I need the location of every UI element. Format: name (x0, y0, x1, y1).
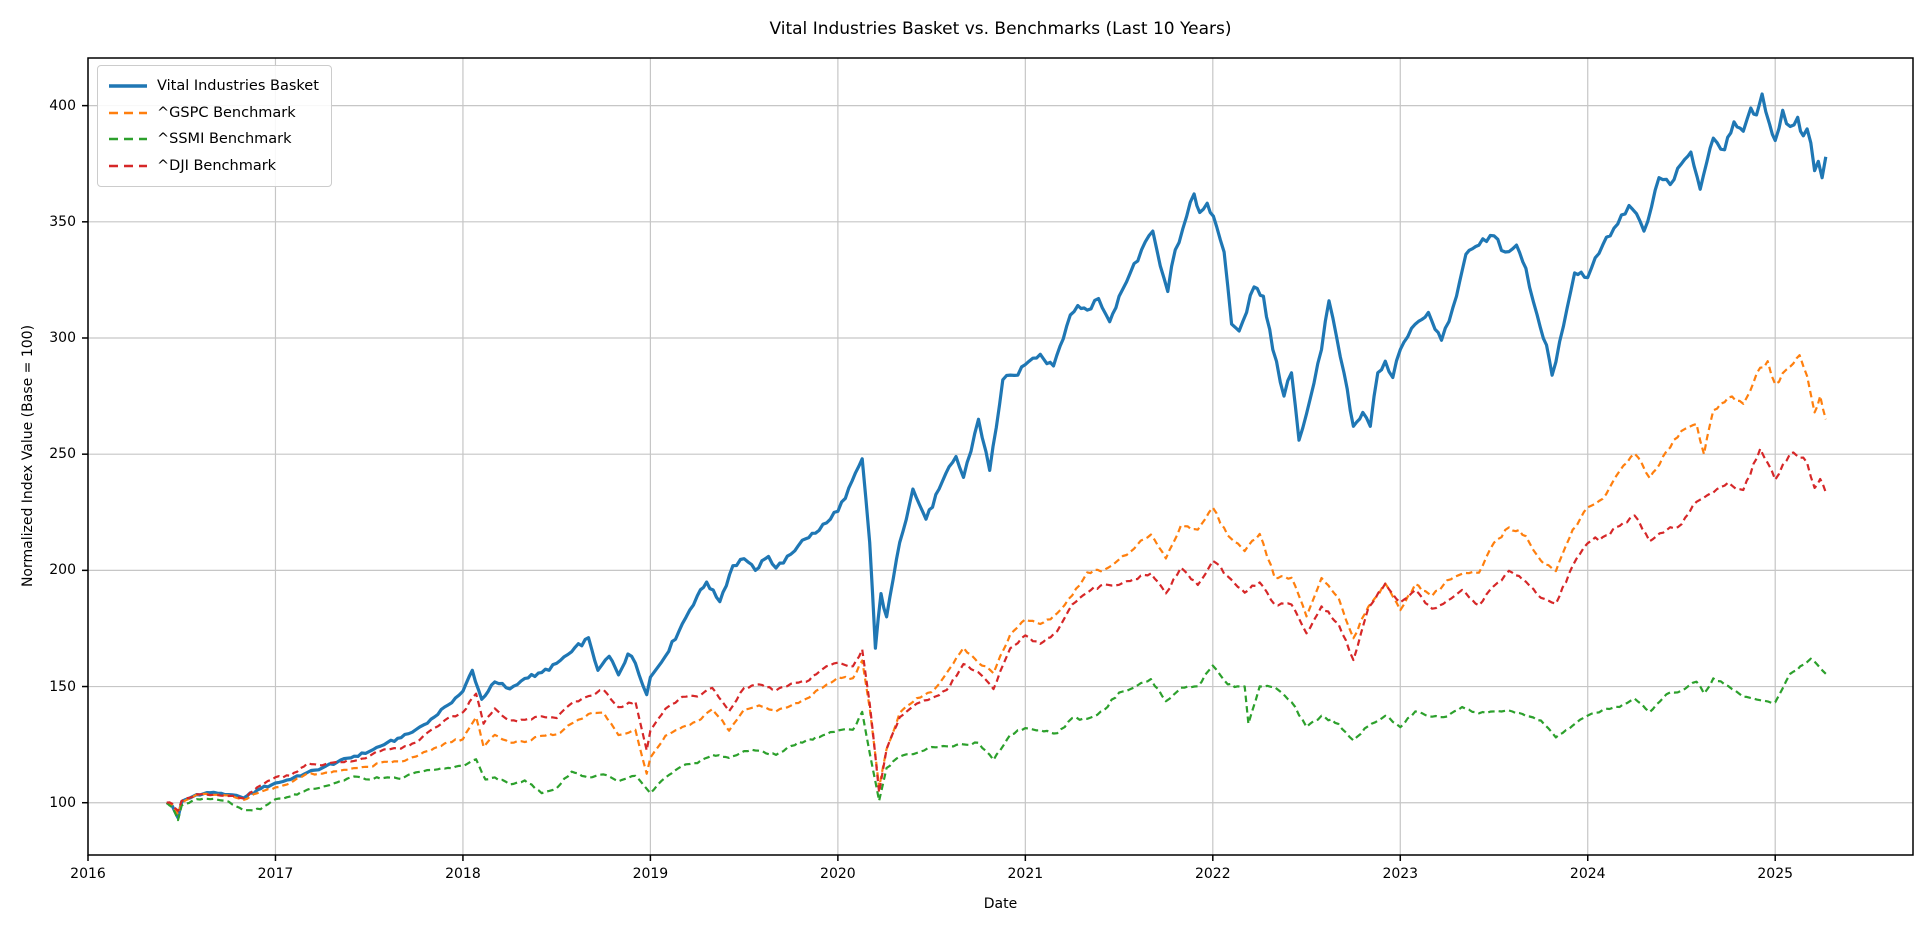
x-tick-2016: 2016 (70, 866, 106, 882)
x-tick-2019: 2019 (632, 866, 669, 882)
y-tick-400: 400 (49, 97, 76, 114)
series-line--gspc-benchmark (166, 354, 1827, 816)
series-lines (165, 92, 1828, 822)
legend-label: ^SSMI Benchmark (157, 131, 292, 148)
legend-line-sample-icon (108, 110, 148, 116)
x-axis-label: Date (983, 896, 1018, 912)
y-tick-150: 150 (49, 678, 76, 695)
legend-label: ^GSPC Benchmark (157, 104, 296, 121)
chart-title: Vital Industries Basket vs. Benchmarks (… (769, 19, 1232, 39)
x-tick-2021: 2021 (1007, 866, 1044, 882)
legend-line-sample-icon (108, 163, 148, 169)
legend: Vital Industries Basket ^GSPC Benchmark ^S… (97, 65, 332, 187)
y-tick-200: 200 (49, 562, 76, 579)
x-tick-2022: 2022 (1194, 866, 1231, 882)
legend-item-2: ^SSMI Benchmark (108, 126, 319, 153)
x-tick-2024: 2024 (1569, 866, 1606, 882)
legend-label: Vital Industries Basket (157, 78, 319, 95)
y-tick-100: 100 (49, 794, 76, 811)
axes-spines (87, 57, 1914, 856)
series-line-vital-industries-basket (165, 92, 1828, 820)
x-tick-2025: 2025 (1757, 866, 1794, 882)
x-tick-2020: 2020 (820, 866, 856, 882)
y-tick-350: 350 (49, 213, 76, 230)
tick-marks (82, 104, 1776, 861)
series-line--dji-benchmark (166, 447, 1827, 813)
x-tick-2023: 2023 (1382, 866, 1419, 882)
legend-label: ^DJI Benchmark (157, 157, 277, 174)
y-tick-250: 250 (49, 446, 76, 463)
legend-line-sample-icon (108, 83, 148, 89)
legend-item-1: ^GSPC Benchmark (108, 100, 319, 127)
legend-item-3: ^DJI Benchmark (108, 153, 319, 180)
plot-background (88, 58, 1913, 855)
grid-lines (87, 58, 1913, 855)
legend-item-0: Vital Industries Basket (108, 73, 319, 100)
legend-line-sample-icon (108, 136, 148, 142)
y-axis-label: Normalized Index Value (Base = 100) (20, 324, 36, 588)
x-tick-2018: 2018 (445, 866, 481, 882)
y-tick-300: 300 (49, 329, 76, 346)
x-tick-2017: 2017 (257, 866, 294, 882)
